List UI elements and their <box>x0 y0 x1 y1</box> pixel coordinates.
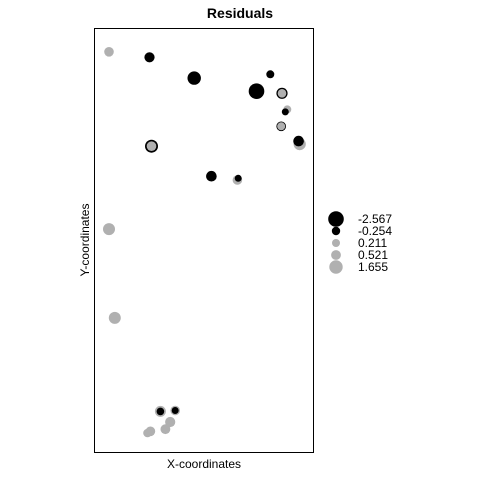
residual-point <box>146 141 157 151</box>
residual-point <box>156 407 165 416</box>
residual-point <box>187 71 201 85</box>
residual-point <box>103 223 115 236</box>
residual-point <box>281 108 289 116</box>
legend-label: 0.521 <box>358 248 388 262</box>
legend-symbol <box>328 211 344 227</box>
legend-label: 0.211 <box>358 236 387 250</box>
residual-point <box>171 407 179 414</box>
residual-point <box>143 428 152 438</box>
legend-symbol <box>331 250 341 260</box>
residual-point <box>234 174 242 182</box>
legend-symbol <box>329 260 343 274</box>
legend-label: 1.655 <box>358 260 388 274</box>
residual-point <box>165 416 176 428</box>
residual-point <box>277 122 286 131</box>
legend-label: -2.567 <box>358 212 392 226</box>
residual-point <box>266 70 275 79</box>
residual-point <box>108 311 121 324</box>
residual-point <box>160 424 171 435</box>
residual-point <box>144 52 155 63</box>
plot-frame <box>94 28 314 453</box>
residual-point <box>277 89 287 98</box>
points-layer <box>103 47 306 438</box>
x-axis-label: X-coordinates <box>167 457 241 471</box>
chart-title: Residuals <box>207 5 273 21</box>
residual-point <box>248 83 265 99</box>
legend-symbol <box>331 226 341 236</box>
residual-point <box>104 47 114 57</box>
residual-point <box>206 170 217 182</box>
y-axis-label: Y-coordinates <box>78 204 92 277</box>
legend-label: -0.254 <box>358 224 392 238</box>
residual-point <box>293 135 304 147</box>
legend-symbol <box>332 239 340 247</box>
